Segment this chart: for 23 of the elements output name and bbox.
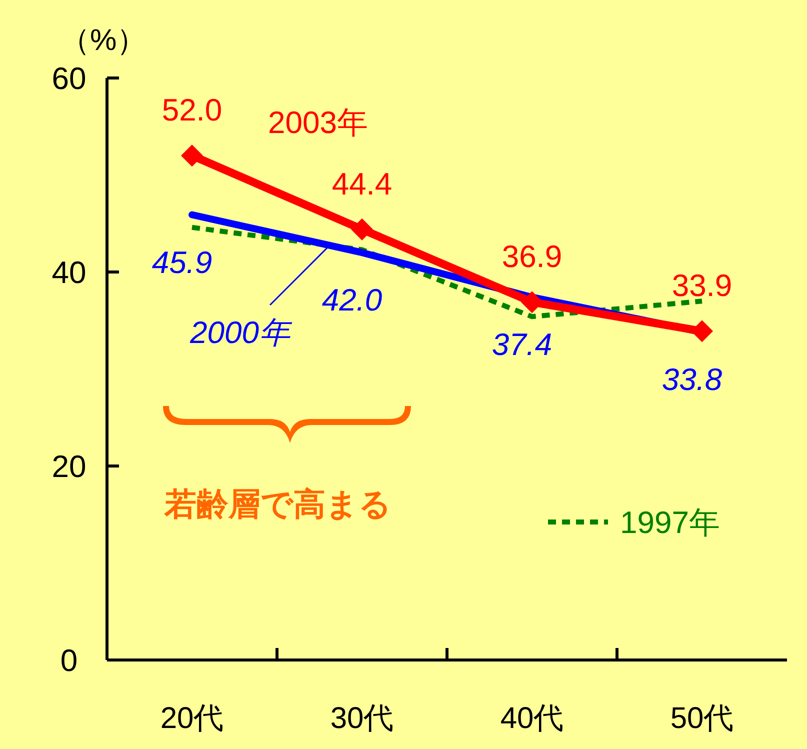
y-tick-label: 60 (52, 61, 86, 96)
annotation: 若齢層で高まる (164, 486, 392, 522)
series-label: 2003年 (268, 105, 368, 140)
x-tick-label: 50代 (670, 702, 734, 735)
x-tick-label: 40代 (500, 702, 564, 735)
legend-label: 1997年 (620, 505, 720, 540)
text: 2000年 (189, 315, 293, 350)
y-tick-label: 20 (52, 449, 86, 484)
data-label: 42.0 (322, 282, 382, 318)
data-label: 44.4 (332, 166, 392, 202)
y-tick-label: 0 (60, 643, 78, 678)
y-axis-title: （%） (60, 24, 147, 57)
data-label: 37.4 (492, 327, 552, 362)
data-label: 33.8 (662, 362, 723, 398)
y-tick-label: 40 (52, 255, 86, 290)
x-tick-label: 20代 (160, 702, 224, 735)
data-label: 33.9 (672, 268, 732, 304)
data-label: 45.9 (152, 244, 212, 280)
x-tick-label: 30代 (330, 702, 394, 735)
point (351, 218, 373, 240)
point (181, 144, 203, 167)
data-label: 36.9 (502, 239, 562, 274)
data-label: 52.0 (162, 92, 222, 128)
